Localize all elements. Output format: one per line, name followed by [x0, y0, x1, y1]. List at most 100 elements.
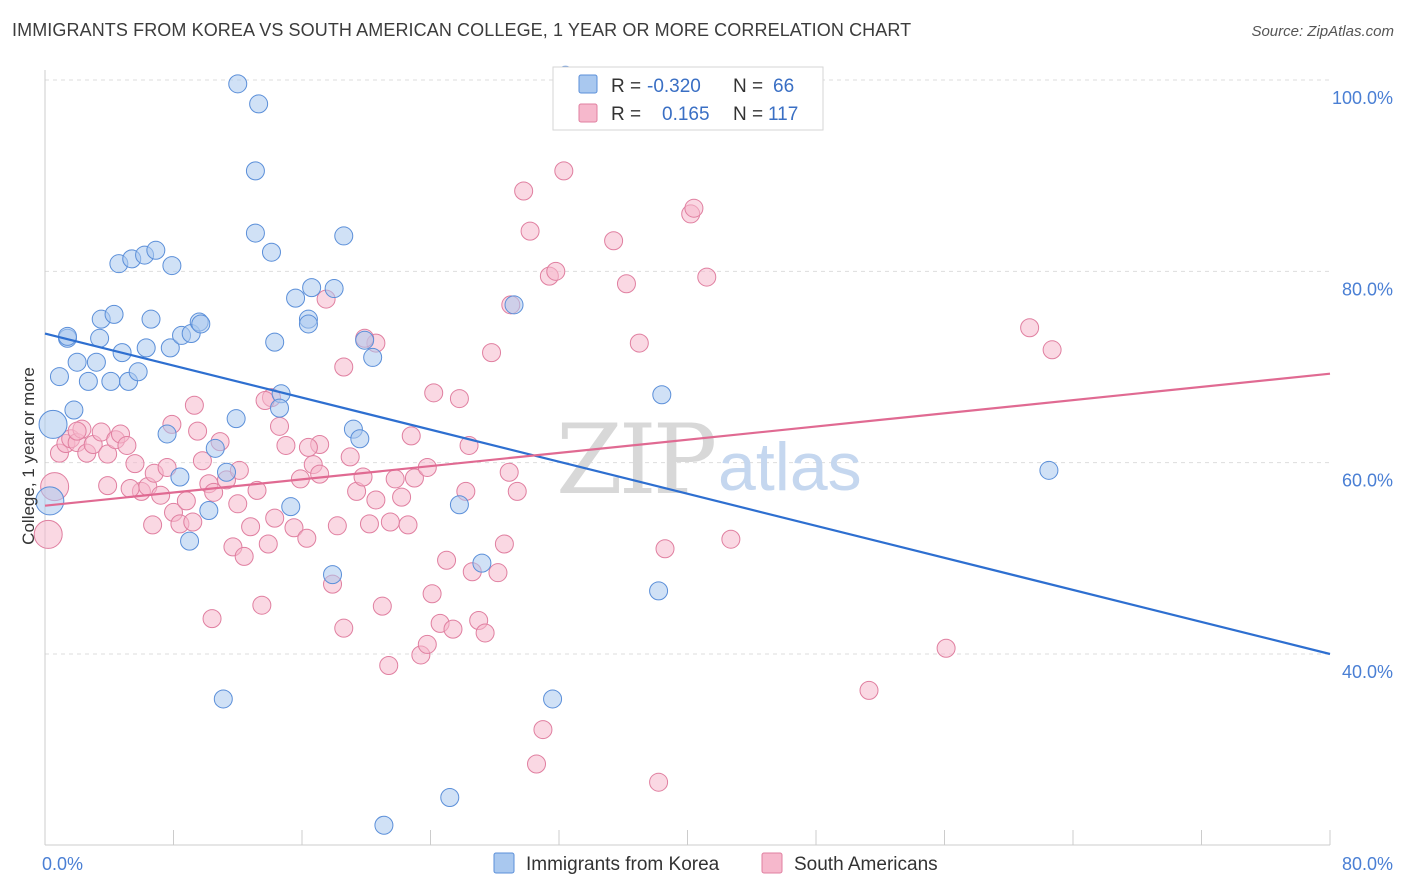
south-americans-point — [546, 261, 566, 281]
korea-point — [649, 581, 669, 601]
korea-point — [286, 288, 306, 308]
series-korea — [35, 65, 1059, 835]
korea-point — [261, 242, 281, 262]
south-americans-point — [936, 638, 956, 658]
south-americans-point — [697, 267, 717, 287]
legend-top: R = -0.320 N = 66 R = 0.165 N = 117 — [552, 66, 824, 131]
south-americans-point — [424, 383, 444, 403]
south-americans-point — [655, 539, 675, 559]
south-americans-point — [449, 389, 469, 409]
korea-point — [78, 371, 98, 391]
legend-r-value-korea: -0.320 — [647, 76, 701, 97]
korea-point — [160, 338, 180, 358]
korea-point — [472, 553, 492, 573]
south-americans-point — [334, 357, 354, 377]
south-americans-point — [604, 231, 624, 251]
korea-point — [440, 788, 460, 807]
x-tick-label: 0.0% — [42, 854, 83, 874]
south-americans-point — [241, 517, 261, 537]
south-americans-point — [192, 451, 212, 471]
south-americans-point — [385, 469, 405, 489]
south-americans-point — [649, 772, 669, 792]
y-tick-label: 40.0% — [1342, 662, 1393, 682]
south-americans-point — [334, 618, 354, 638]
south-americans-point — [188, 421, 208, 441]
korea-point — [180, 531, 200, 551]
trend-line-korea — [44, 332, 1331, 656]
south-americans-point — [258, 534, 278, 554]
korea-point — [245, 223, 265, 243]
korea-point — [350, 429, 370, 449]
south-americans-point — [372, 596, 392, 616]
south-americans-point — [417, 634, 437, 654]
korea-point — [170, 467, 190, 487]
south-americans-point — [276, 435, 296, 455]
korea-point — [205, 438, 225, 458]
korea-point — [323, 565, 343, 585]
korea-point — [652, 385, 672, 405]
korea-point — [449, 495, 469, 515]
korea-point — [38, 409, 68, 439]
korea-point — [67, 352, 87, 372]
watermark-zip: ZIP — [556, 404, 715, 516]
legend-box — [552, 66, 824, 131]
korea-point — [363, 347, 383, 367]
legend-bottom: Immigrants from Korea South Americans — [493, 852, 938, 875]
y-tick-label: 60.0% — [1342, 471, 1393, 491]
legend-n-value-south-americans: 117 — [768, 104, 798, 125]
south-americans-point — [527, 754, 547, 774]
y-tick-label: 100.0% — [1332, 88, 1393, 108]
south-americans-point — [298, 437, 318, 457]
korea-point — [302, 278, 322, 298]
south-americans-point — [379, 655, 399, 675]
korea-point — [64, 400, 84, 420]
korea-point — [374, 815, 394, 835]
korea-point — [1039, 460, 1059, 480]
watermark: ZIP atlas — [556, 404, 862, 516]
south-americans-point — [392, 487, 412, 507]
south-americans-point — [684, 198, 704, 218]
south-americans-point — [310, 464, 330, 484]
korea-point — [157, 424, 177, 444]
legend-n-value-korea: 66 — [773, 76, 794, 97]
south-americans-point — [297, 528, 317, 548]
south-americans-point — [117, 435, 137, 455]
south-americans-point — [380, 512, 400, 532]
y-tick-labels: 40.0% 60.0% 80.0% 100.0% — [1332, 88, 1393, 682]
korea-point — [270, 398, 290, 418]
korea-point — [228, 74, 248, 94]
south-americans-point — [157, 457, 177, 477]
korea-point — [191, 314, 211, 334]
south-americans-point — [422, 584, 442, 604]
x-tick-labels: 0.0% 80.0% — [42, 854, 1393, 874]
korea-point — [146, 240, 166, 260]
korea-point — [543, 689, 563, 709]
korea-point — [226, 409, 246, 429]
south-americans-point — [353, 467, 373, 487]
source-label: Source: ZipAtlas.com — [1251, 23, 1394, 40]
south-americans-point — [514, 181, 534, 201]
south-americans-point — [120, 478, 140, 498]
south-americans-point — [184, 395, 204, 415]
south-americans-point — [443, 619, 463, 639]
korea-point — [265, 332, 285, 352]
legend-swatch-south-americans — [578, 103, 598, 123]
south-americans-point — [234, 546, 254, 566]
bottom-legend-swatch-korea — [493, 852, 515, 874]
legend-n-label-south-americans: N = — [733, 104, 763, 125]
grid-lines — [45, 79, 1330, 655]
south-americans-point — [265, 508, 285, 528]
south-americans-point — [1020, 318, 1040, 338]
south-americans-point — [1042, 340, 1062, 360]
south-americans-point — [327, 516, 347, 536]
south-americans-point — [499, 462, 519, 482]
bottom-legend-label-south-americans: South Americans — [794, 854, 938, 875]
y-axis-label: College, 1 year or more — [19, 367, 38, 545]
legend-r-value-south-americans: 0.165 — [662, 104, 710, 125]
korea-point — [101, 371, 121, 391]
south-americans-point — [33, 519, 63, 549]
south-americans-point — [228, 494, 248, 514]
south-americans-point — [67, 421, 87, 441]
korea-point — [217, 462, 237, 482]
